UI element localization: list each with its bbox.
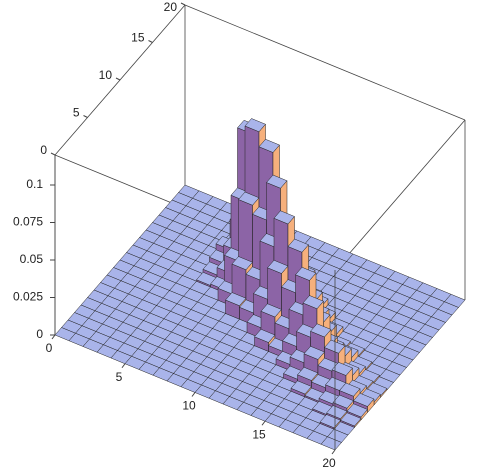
bar-top bbox=[258, 139, 280, 153]
bar-top bbox=[266, 174, 288, 189]
y-tick bbox=[50, 152, 56, 156]
x-tick-label: 20 bbox=[322, 456, 336, 470]
x-tick bbox=[121, 363, 126, 369]
x-tick-label: 15 bbox=[252, 427, 266, 441]
bar bbox=[340, 412, 362, 428]
z-tick-label: 0.05 bbox=[20, 252, 44, 266]
bar-top bbox=[302, 295, 324, 309]
y-tick-label: 0 bbox=[40, 143, 47, 157]
box-edge bbox=[184, 4, 466, 121]
x-tick bbox=[191, 392, 196, 397]
bar-top bbox=[295, 267, 317, 281]
y-tick-label: 15 bbox=[131, 31, 145, 45]
x-tick-label: 0 bbox=[46, 341, 53, 355]
x-tick bbox=[261, 420, 266, 426]
z-tick-label: 0.1 bbox=[26, 177, 43, 191]
y-tick bbox=[148, 40, 153, 43]
box-edge bbox=[334, 119, 466, 271]
z-tick-label: 0.075 bbox=[13, 215, 43, 229]
bar bbox=[320, 436, 342, 451]
x-tick-label: 5 bbox=[116, 370, 123, 384]
bar-top bbox=[287, 238, 309, 253]
y-tick bbox=[115, 77, 121, 81]
x-tick-label: 10 bbox=[182, 399, 196, 413]
z-tick-label: 0 bbox=[36, 327, 43, 341]
bar-top bbox=[339, 382, 361, 397]
bar-top bbox=[331, 362, 353, 376]
bar-top bbox=[340, 412, 362, 427]
bar-top bbox=[244, 118, 266, 132]
bar-top bbox=[310, 323, 332, 338]
x-tick bbox=[331, 449, 336, 455]
bar-top bbox=[320, 436, 342, 451]
bar-top bbox=[346, 403, 368, 418]
bar-top bbox=[353, 393, 375, 407]
y-tick-label: 5 bbox=[73, 106, 80, 120]
y-tick bbox=[83, 115, 88, 118]
y-tick-label: 10 bbox=[99, 68, 113, 82]
y-tick-label: 20 bbox=[164, 0, 178, 14]
z-tick-label: 0.025 bbox=[13, 290, 43, 304]
y-tick bbox=[180, 2, 186, 6]
x-tick bbox=[51, 334, 56, 340]
bar-top bbox=[273, 210, 295, 225]
